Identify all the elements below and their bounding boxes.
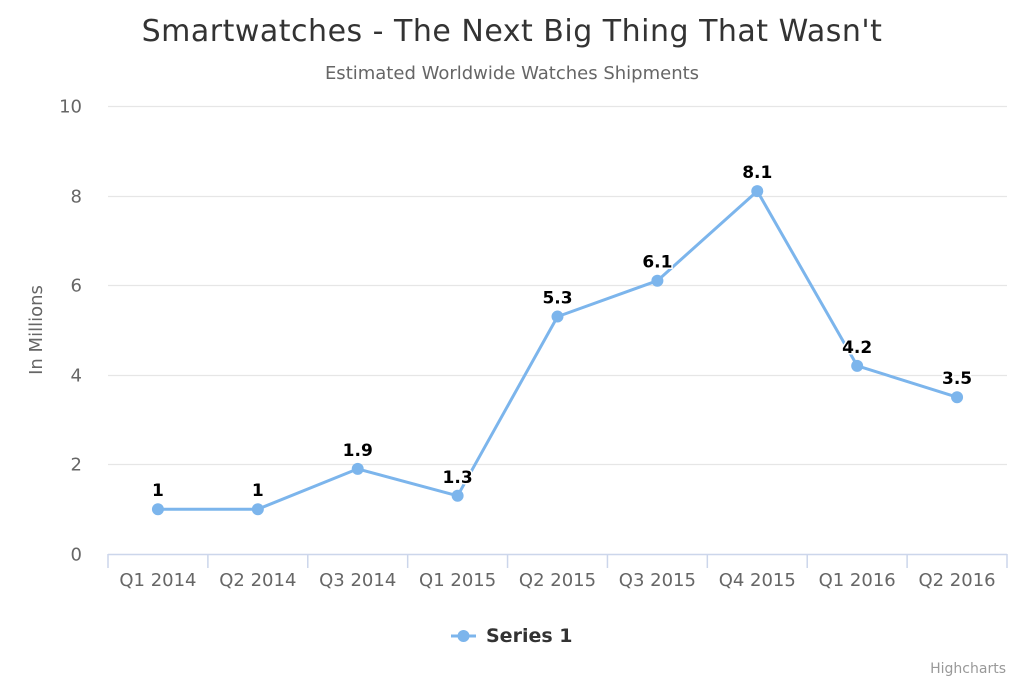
legend-marker-symbol (457, 630, 470, 642)
data-point-marker[interactable] (451, 489, 464, 502)
data-label: 6.1 (642, 253, 672, 273)
x-axis-labels: Q1 2014 Q2 2014 Q3 2014 Q1 2015 Q2 2015 Q3 20… (119, 570, 995, 591)
data-point-marker[interactable] (151, 503, 164, 516)
x-tick-label: Q2 2015 (519, 570, 596, 591)
y-tick-label: 6 (71, 276, 82, 297)
y-axis-title: In Millions (26, 285, 47, 375)
credits-link[interactable]: Highcharts (930, 661, 1006, 677)
data-point-marker[interactable] (551, 310, 564, 323)
x-tick-label: Q1 2015 (419, 570, 496, 591)
x-axis-ticks (107, 554, 1008, 568)
data-label: 1.3 (443, 468, 473, 488)
data-label: 5.3 (542, 289, 572, 309)
data-label: 4.2 (842, 338, 872, 358)
data-point-marker[interactable] (651, 274, 664, 287)
y-tick-label: 0 (71, 545, 82, 566)
x-tick-label: Q4 2015 (719, 570, 796, 591)
x-tick-label: Q1 2014 (119, 570, 196, 591)
y-axis-ticks: 0 2 4 6 8 10 (59, 97, 82, 566)
data-point-marker[interactable] (851, 359, 864, 372)
chart-subtitle: Estimated Worldwide Watches Shipments (325, 63, 699, 84)
y-tick-label: 8 (71, 187, 82, 208)
x-tick-label: Q2 2016 (918, 570, 995, 591)
gridlines (108, 105, 1007, 466)
data-point-marker[interactable] (351, 462, 364, 475)
data-labels: 1 1 1.9 1.3 5.3 6.1 8.1 4.2 3.5 (151, 162, 974, 503)
data-point-marker[interactable] (951, 391, 964, 404)
series-markers (151, 185, 964, 516)
legend-label: Series 1 (486, 625, 572, 647)
data-label: 1 (152, 481, 164, 501)
data-point-marker[interactable] (251, 503, 264, 516)
data-label: 1.9 (343, 441, 373, 461)
data-label: 3.5 (942, 369, 972, 389)
data-label: 8.1 (742, 163, 772, 183)
y-tick-label: 10 (59, 97, 82, 118)
x-tick-label: Q2 2014 (219, 570, 296, 591)
x-tick-label: Q1 2016 (819, 570, 896, 591)
series-line (157, 189, 958, 511)
x-tick-label: Q3 2014 (319, 570, 396, 591)
legend[interactable]: Series 1 (451, 625, 572, 647)
data-label: 1 (252, 481, 264, 501)
data-point-marker[interactable] (751, 185, 764, 198)
y-tick-label: 4 (71, 366, 82, 387)
x-tick-label: Q3 2015 (619, 570, 696, 591)
chart-title: Smartwatches - The Next Big Thing That W… (142, 14, 883, 49)
y-tick-label: 2 (71, 455, 82, 476)
